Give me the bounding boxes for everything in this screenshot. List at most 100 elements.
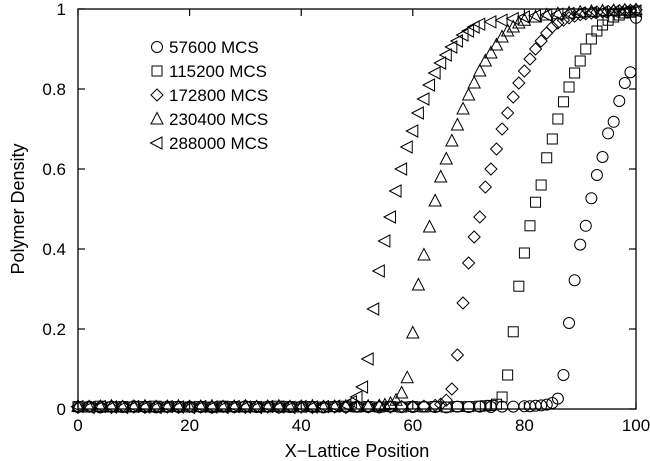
data-point <box>541 152 553 164</box>
data-point <box>71 398 85 412</box>
data-point <box>149 399 163 413</box>
data-point <box>613 95 626 107</box>
y-tick-labels: 0 0.2 0.4 0.6 0.8 1 <box>42 0 66 419</box>
data-point <box>438 48 452 62</box>
data-point <box>472 17 486 32</box>
data-point <box>182 399 197 413</box>
data-point <box>456 296 470 310</box>
data-point <box>484 45 498 59</box>
plot-area: 0 20 40 60 80 100 0 0.2 0.4 0.6 0.8 1 <box>42 0 650 435</box>
data-point <box>511 15 526 29</box>
data-point <box>433 169 448 183</box>
data-point <box>149 399 163 414</box>
data-point <box>377 234 391 248</box>
data-point <box>506 90 520 104</box>
legend-marker <box>151 65 163 77</box>
series-57600-mcs <box>72 11 642 414</box>
data-point <box>394 385 409 399</box>
data-point <box>450 117 465 131</box>
x-tick-labels: 0 20 40 60 80 100 <box>73 416 650 435</box>
data-point <box>282 400 296 415</box>
data-point <box>552 113 564 125</box>
legend-item: 115200 MCS <box>151 62 267 81</box>
data-point <box>248 400 263 415</box>
data-point <box>440 401 452 413</box>
data-point <box>528 42 543 56</box>
data-point <box>618 3 632 17</box>
data-point <box>283 399 297 413</box>
data-point <box>485 399 497 411</box>
data-point <box>395 401 408 413</box>
data-point <box>479 400 491 412</box>
data-point <box>461 87 476 101</box>
data-point <box>82 399 96 414</box>
legend-marker <box>149 136 163 150</box>
legend-item: 172800 MCS <box>150 86 268 105</box>
data-point <box>354 380 369 394</box>
data-point <box>283 399 297 414</box>
data-point <box>433 56 447 70</box>
data-point <box>524 220 536 232</box>
data-point <box>607 115 620 128</box>
data-point <box>428 193 442 207</box>
data-point <box>467 75 482 89</box>
data-point <box>422 219 437 233</box>
data-point <box>579 7 593 21</box>
data-point <box>439 151 454 165</box>
x-axis-label: X−Lattice Position <box>285 441 430 461</box>
data-point <box>427 66 441 80</box>
data-point <box>249 399 264 414</box>
y-tick-label: 0.6 <box>42 160 66 179</box>
data-point <box>417 400 430 413</box>
data-point <box>405 124 419 138</box>
data-point <box>82 399 96 413</box>
data-point <box>372 398 387 412</box>
data-point <box>115 400 129 415</box>
data-point <box>451 400 464 413</box>
data-point <box>606 4 621 18</box>
data-point <box>590 5 604 19</box>
data-point <box>557 96 569 108</box>
data-point <box>467 230 481 244</box>
legend-label: 230400 MCS <box>169 110 268 129</box>
y-tick-label: 0.8 <box>42 80 66 99</box>
data-point <box>569 67 581 79</box>
data-point <box>372 399 387 414</box>
data-point <box>227 399 242 413</box>
legend: 57600 MCS 115200 MCS 172800 MCS 230400 MCS 2… <box>149 38 268 153</box>
data-point <box>417 247 431 261</box>
legend-label: 172800 MCS <box>169 86 268 105</box>
data-point <box>294 399 309 413</box>
data-point <box>474 400 486 412</box>
data-point <box>461 24 475 38</box>
data-point <box>388 184 402 198</box>
data-point <box>535 179 547 191</box>
data-point <box>478 53 493 67</box>
data-point <box>126 399 141 413</box>
data-point <box>417 399 431 413</box>
data-point <box>394 399 409 414</box>
data-point <box>472 63 487 77</box>
data-point <box>350 399 364 414</box>
data-point <box>494 13 508 28</box>
data-point <box>618 77 631 89</box>
data-point <box>216 399 230 413</box>
data-point <box>517 12 532 26</box>
data-point <box>115 399 130 413</box>
data-point <box>416 92 430 106</box>
data-point <box>260 399 275 413</box>
data-point <box>540 398 553 411</box>
data-point <box>505 11 519 26</box>
legend-item: 230400 MCS <box>150 110 268 129</box>
data-point <box>585 33 597 45</box>
data-point <box>463 401 475 413</box>
data-point <box>371 264 385 278</box>
x-tick-label: 40 <box>292 416 311 435</box>
data-point <box>535 399 548 412</box>
data-point <box>93 399 108 413</box>
data-point <box>316 399 331 414</box>
data-point <box>580 43 592 55</box>
data-point <box>406 399 420 414</box>
data-point <box>182 400 196 415</box>
data-point <box>551 16 565 30</box>
